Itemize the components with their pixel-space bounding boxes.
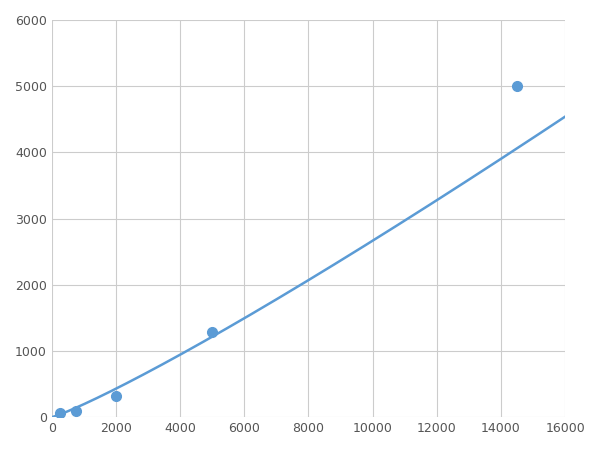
Point [208,329,217,336]
Point [111,392,121,400]
Point [71,407,81,414]
Point [512,83,522,90]
Point [55,410,65,417]
